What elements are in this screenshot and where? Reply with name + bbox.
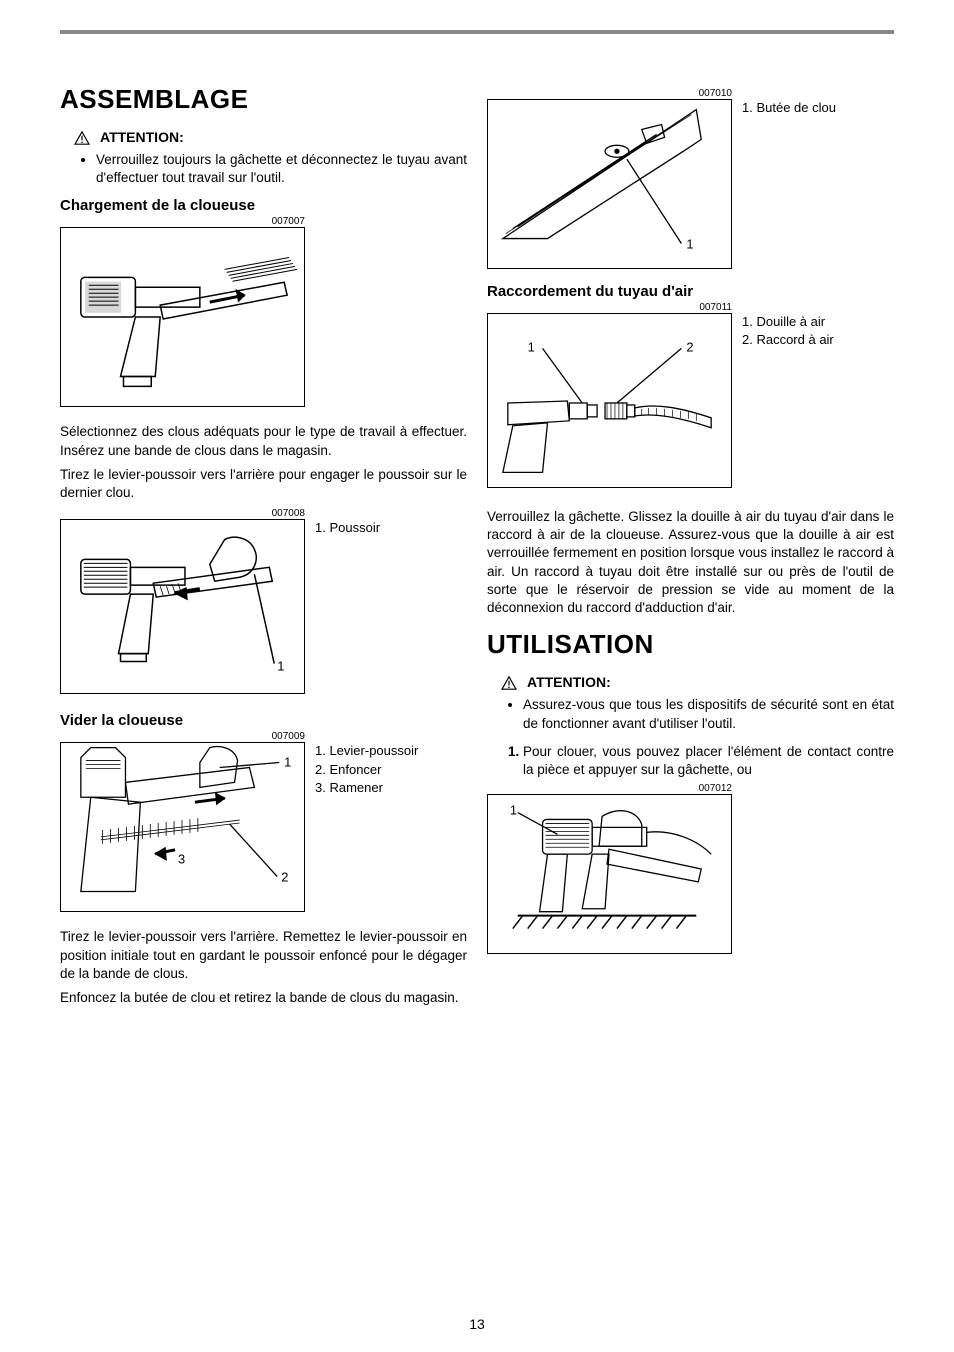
figure-4-block: 1 1. Butée de clou <box>487 99 894 269</box>
page: ASSEMBLAGE ATTENTION: Verrouillez toujou… <box>0 0 954 1352</box>
figure-1 <box>60 227 305 407</box>
figure-6: 1 <box>487 794 732 954</box>
legend-item: 1. Butée de clou <box>742 99 836 117</box>
svg-text:1: 1 <box>277 659 284 674</box>
figure-4: 1 <box>487 99 732 269</box>
legend-item: 2. Raccord à air <box>742 331 834 349</box>
figure-code: 007009 <box>60 731 305 742</box>
svg-text:3: 3 <box>178 852 185 867</box>
legend-item: 3. Ramener <box>315 779 418 797</box>
figure-code: 007007 <box>60 216 305 227</box>
step-item: Pour clouer, vous pouvez placer l'élémen… <box>523 743 894 779</box>
section-raccordement: Raccordement du tuyau d'air <box>487 283 894 300</box>
figure-5: 1 2 <box>487 313 732 488</box>
para-4: Enfoncez la butée de clou et retirez la … <box>60 989 467 1007</box>
para-2: Tirez le levier-poussoir vers l'arrière … <box>60 466 467 502</box>
attention-label: ATTENTION: <box>527 674 611 690</box>
heading-assemblage: ASSEMBLAGE <box>60 84 467 115</box>
attention-bullet: Assurez-vous que tous les dispositifs de… <box>523 696 894 732</box>
svg-text:1: 1 <box>510 803 517 818</box>
figure-6-block: 1 <box>487 794 894 954</box>
figure-5-block: 1 2 1. Douille à air 2. Raccord à air <box>487 313 894 488</box>
svg-text:1: 1 <box>284 755 291 770</box>
caution-icon <box>501 674 517 692</box>
para-3: Tirez le levier-poussoir vers l'arrière.… <box>60 928 467 983</box>
figure-1-block <box>60 227 467 407</box>
attention-label: ATTENTION: <box>100 129 184 145</box>
legend-item: 1. Douille à air <box>742 313 834 331</box>
legend-item: 1. Levier-poussoir <box>315 742 418 760</box>
caution-icon <box>74 129 90 147</box>
figure-code: 007008 <box>60 508 305 519</box>
attention-row: ATTENTION: <box>501 674 894 692</box>
svg-text:2: 2 <box>281 870 288 885</box>
para-1: Sélectionnez des clous adéquats pour le … <box>60 423 467 459</box>
section-vider: Vider la cloueuse <box>60 712 467 729</box>
top-divider <box>60 30 894 34</box>
content-columns: ASSEMBLAGE ATTENTION: Verrouillez toujou… <box>60 84 894 1013</box>
para-5: Verrouillez la gâchette. Glissez la doui… <box>487 508 894 617</box>
attention-row: ATTENTION: <box>74 129 467 147</box>
figure-4-legend: 1. Butée de clou <box>742 99 836 117</box>
steps-list: Pour clouer, vous pouvez placer l'élémen… <box>487 743 894 779</box>
attention-bullets: Assurez-vous que tous les dispositifs de… <box>487 696 894 732</box>
figure-2-block: 1 1. Poussoir <box>60 519 467 694</box>
attention-bullet: Verrouillez toujours la gâchette et déco… <box>96 151 467 187</box>
figure-code: 007011 <box>487 302 732 313</box>
svg-text:1: 1 <box>686 236 693 251</box>
left-column: ASSEMBLAGE ATTENTION: Verrouillez toujou… <box>60 84 467 1013</box>
figure-5-legend: 1. Douille à air 2. Raccord à air <box>742 313 834 349</box>
legend-item: 2. Enfoncer <box>315 761 418 779</box>
figure-code: 007012 <box>487 783 732 794</box>
figure-3: 1 2 3 <box>60 742 305 912</box>
section-chargement: Chargement de la cloueuse <box>60 197 467 214</box>
figure-2: 1 <box>60 519 305 694</box>
figure-code: 007010 <box>487 88 732 99</box>
legend-item: 1. Poussoir <box>315 519 380 537</box>
svg-text:2: 2 <box>686 339 693 354</box>
svg-text:1: 1 <box>528 339 535 354</box>
right-column: 007010 1 <box>487 84 894 1013</box>
figure-3-block: 1 2 3 1. Levier-poussoir 2. Enfoncer 3. … <box>60 742 467 912</box>
heading-utilisation: UTILISATION <box>487 629 894 660</box>
page-number: 13 <box>0 1316 954 1332</box>
attention-bullets: Verrouillez toujours la gâchette et déco… <box>60 151 467 187</box>
figure-2-legend: 1. Poussoir <box>315 519 380 537</box>
figure-3-legend: 1. Levier-poussoir 2. Enfoncer 3. Ramene… <box>315 742 418 797</box>
